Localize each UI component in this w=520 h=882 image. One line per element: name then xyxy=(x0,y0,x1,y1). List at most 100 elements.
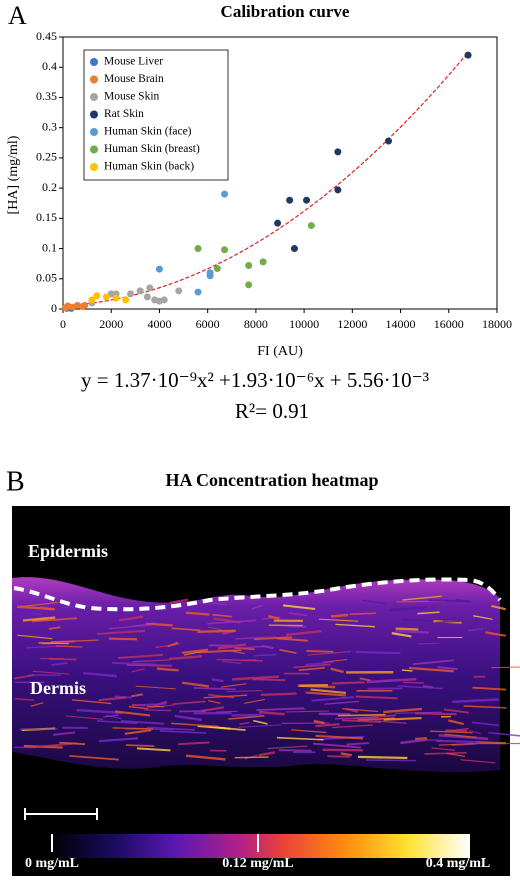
tissue-fiber xyxy=(38,642,69,645)
tissue-fiber xyxy=(414,712,457,716)
tissue-fiber xyxy=(131,693,143,698)
tissue-fiber xyxy=(341,719,382,723)
region-label: Dermis xyxy=(30,678,86,698)
x-tick-label: 16000 xyxy=(434,317,464,331)
data-point xyxy=(290,245,298,253)
tissue-fiber xyxy=(408,666,454,673)
tissue-fiber xyxy=(403,681,425,684)
tissue-fiber xyxy=(26,645,59,649)
tissue-fiber xyxy=(260,692,297,697)
y-tick-label: 0.15 xyxy=(36,210,57,224)
tissue-fiber xyxy=(305,691,346,697)
data-point xyxy=(464,51,472,59)
tissue-fiber xyxy=(298,666,325,672)
legend-marker xyxy=(90,110,98,119)
tissue-fiber xyxy=(231,675,280,681)
colorbar-label: 0 mg/mL xyxy=(25,856,79,871)
tissue-fiber xyxy=(234,756,269,759)
tissue-fiber xyxy=(171,722,220,728)
epidermis-boundary xyxy=(13,577,502,612)
tissue-fiber xyxy=(285,708,306,710)
tissue-fiber xyxy=(239,721,250,725)
data-point xyxy=(194,288,202,296)
tissue-fiber xyxy=(324,700,360,705)
tissue-fiber xyxy=(452,698,500,704)
tissue-fiber xyxy=(20,601,58,608)
tissue-fiber xyxy=(253,719,268,725)
tissue-fiber xyxy=(235,636,276,640)
tissue-fiber xyxy=(143,709,172,712)
tissue-fiber xyxy=(105,714,122,720)
scale-bar xyxy=(24,808,98,820)
x-tick-label: 4000 xyxy=(147,317,171,331)
tissue-fiber xyxy=(124,729,152,735)
tissue-fiber xyxy=(118,653,163,660)
legend-marker xyxy=(90,163,98,171)
tissue-fiber xyxy=(234,645,264,649)
legend-label: Human Skin (face) xyxy=(104,126,192,138)
tissue-fiber xyxy=(315,734,364,740)
tissue-fiber xyxy=(71,699,112,705)
tissue-fiber xyxy=(198,649,242,654)
tissue-fiber xyxy=(136,747,171,752)
tissue-fiber xyxy=(346,742,370,746)
tissue-fiber xyxy=(135,685,176,690)
tissue-fiber xyxy=(172,700,206,705)
tissue-fiber xyxy=(383,707,422,714)
tissue-fiber xyxy=(253,636,293,641)
tissue-fiber xyxy=(355,695,398,700)
tissue-fiber xyxy=(16,605,55,611)
tissue-fiber xyxy=(395,629,429,634)
legend-box xyxy=(83,49,229,181)
tissue-fiber xyxy=(315,723,340,728)
data-point xyxy=(221,190,229,198)
x-tick-label: 14000 xyxy=(386,317,416,331)
tissue-fiber xyxy=(216,658,263,662)
data-point xyxy=(122,296,130,304)
tissue-fiber xyxy=(355,650,401,655)
tissue-fiber xyxy=(448,719,465,726)
tissue-fiber xyxy=(276,637,308,642)
tissue-fiber xyxy=(389,606,428,612)
tissue-fiber xyxy=(443,708,469,714)
data-point xyxy=(334,148,342,156)
tissue-fiber xyxy=(120,720,164,725)
tissue-fiber xyxy=(268,615,280,620)
tissue-fiber xyxy=(28,612,43,616)
tissue-fiber xyxy=(327,755,350,758)
data-point xyxy=(146,284,154,292)
tissue-fiber xyxy=(395,627,419,631)
tissue-fiber xyxy=(412,659,454,666)
tissue-fiber xyxy=(226,690,262,693)
tissue-fiber xyxy=(76,708,123,715)
tissue-fiber xyxy=(112,727,153,730)
tissue-fiber xyxy=(65,715,104,720)
tissue-fiber xyxy=(476,741,507,745)
tissue-fiber xyxy=(307,651,351,656)
data-point xyxy=(112,294,120,302)
legend-marker xyxy=(90,75,98,84)
tissue-fiber xyxy=(207,619,257,625)
tissue-fiber xyxy=(32,617,77,623)
tissue-fiber xyxy=(463,705,507,709)
tissue-fiber xyxy=(50,639,99,643)
tissue-fiber xyxy=(146,726,195,731)
legend-label: Human Skin (back) xyxy=(104,161,194,173)
tissue-fiber xyxy=(185,754,226,761)
tissue-fiber xyxy=(472,686,507,691)
tissue-fiber xyxy=(318,618,359,622)
tissue-fiber xyxy=(397,685,443,690)
tissue-fiber xyxy=(395,711,443,714)
tissue-fiber xyxy=(132,659,170,663)
tissue-fiber xyxy=(98,737,139,743)
tissue-fiber xyxy=(252,678,286,682)
tissue-fiber xyxy=(402,595,442,601)
tissue-fiber xyxy=(197,725,231,730)
tissue-fiber xyxy=(417,642,440,645)
tissue-fiber xyxy=(467,627,484,632)
tissue-fiber xyxy=(13,674,35,680)
tissue-fiber xyxy=(428,599,461,602)
tissue-fiber xyxy=(216,710,238,713)
colorbar-label: 0.12 mg/mL xyxy=(222,856,294,871)
legend-marker xyxy=(90,93,98,101)
